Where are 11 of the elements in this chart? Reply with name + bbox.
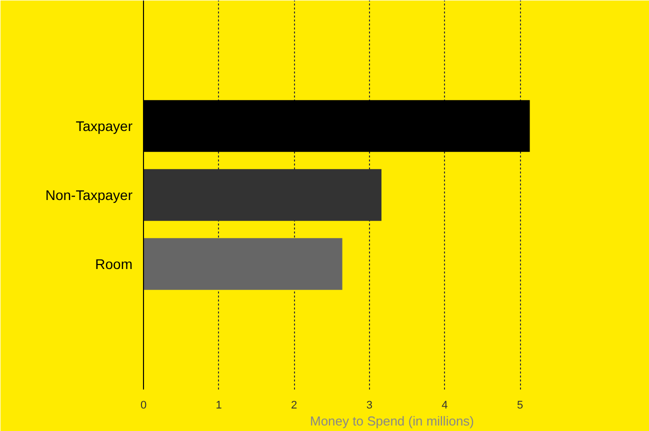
bar [144, 238, 342, 290]
x-tick-label: 4 [442, 400, 448, 412]
y-tick-label: Non-Taxpayer [45, 187, 133, 203]
y-tick-label: Taxpayer [76, 118, 133, 134]
x-tick-label: 1 [216, 400, 222, 412]
x-tick-label: 5 [516, 400, 524, 412]
x-tick-label: 3 [366, 400, 372, 412]
x-axis-title: Money to Spend (in millions) [310, 414, 474, 428]
x-tick-label: 0 [140, 400, 147, 412]
y-tick-label: Room [95, 256, 133, 272]
x-tick-label: 2 [291, 400, 298, 412]
